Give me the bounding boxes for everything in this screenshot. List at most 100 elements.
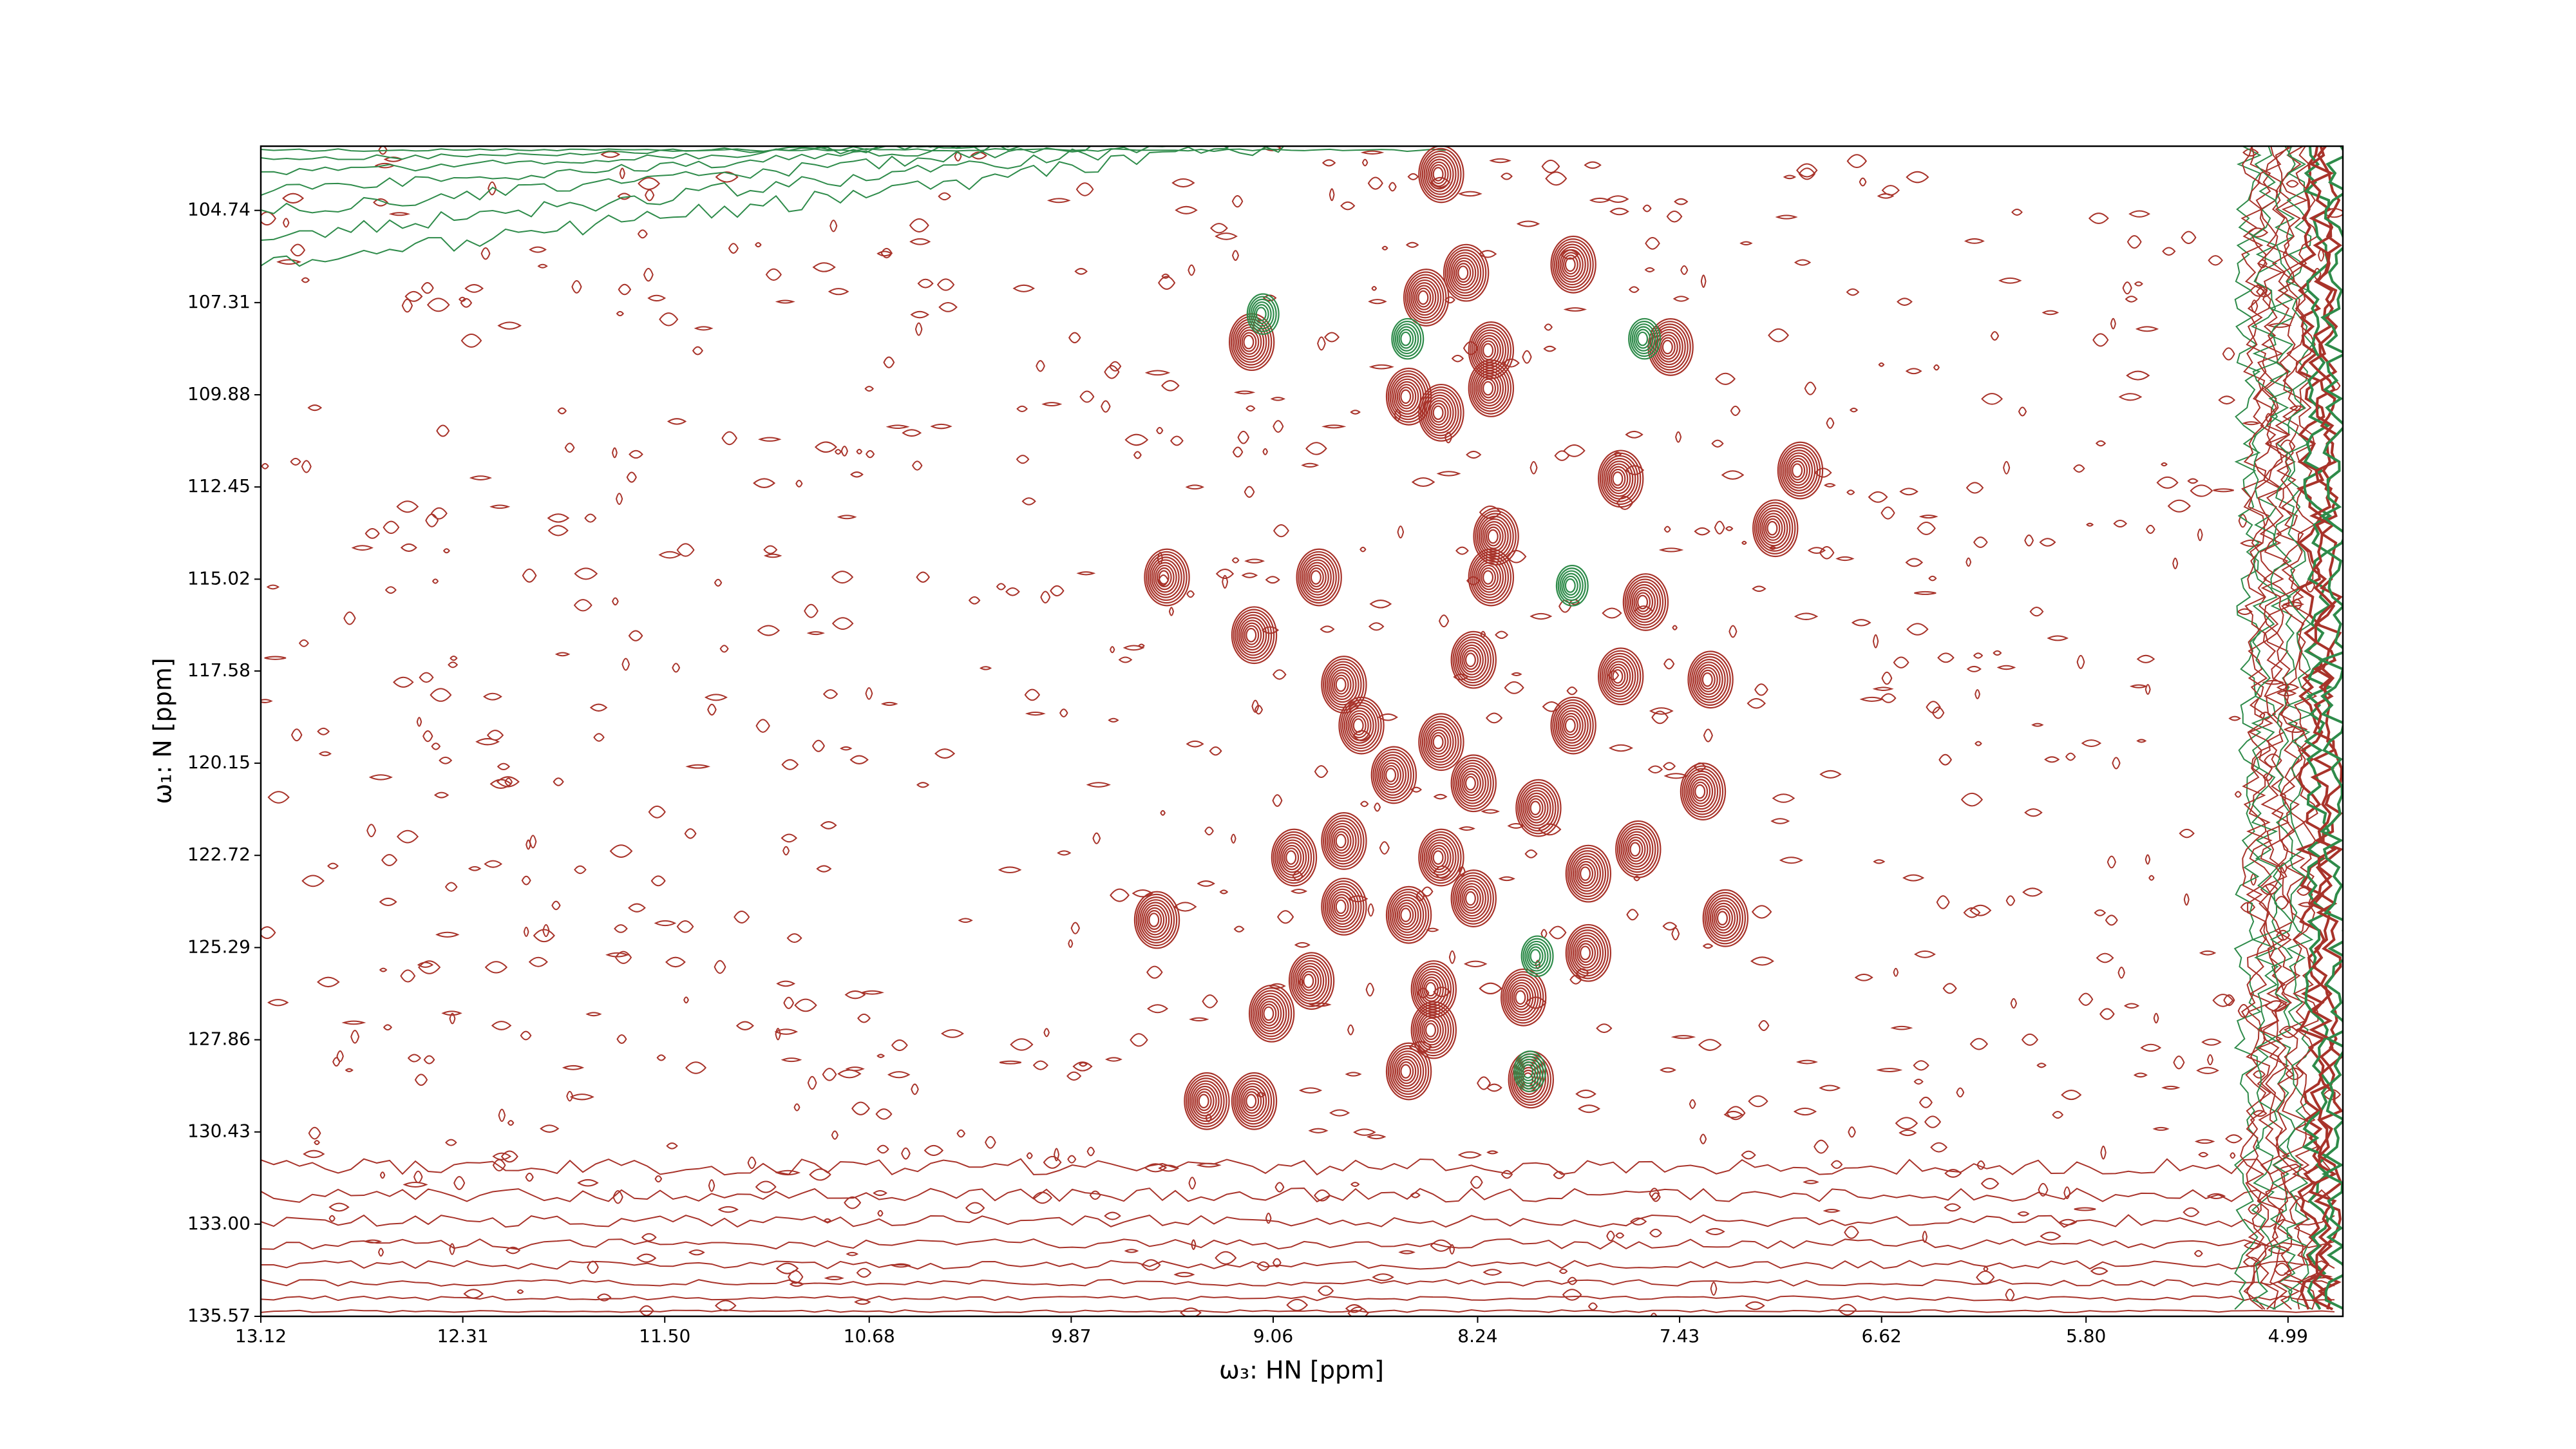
contour-level [1231,606,1278,665]
contour-level [1283,848,1300,868]
contour-level [1410,960,1457,1018]
top-ripple [261,148,1446,152]
contour-level [1248,296,1277,332]
contour-level [1419,1014,1444,1046]
baseline-ripple [261,1158,2335,1176]
peak [1133,891,1180,949]
contour-level [1519,1058,1539,1084]
contour-level [1526,795,1546,821]
y-tick-label: 107.31 [187,291,251,312]
contour-level [1372,748,1415,802]
contour-level [1323,658,1365,711]
peak [1418,828,1464,887]
contour-level [1396,384,1417,410]
contour-level [1416,968,1450,1010]
contour-level [1479,564,1499,591]
x-axis-label: ω₃: HN [ppm] [1219,1356,1384,1385]
contour-level [1429,729,1449,755]
contour-level [1656,332,1681,363]
contour-level [1137,896,1175,943]
contour-level [1432,405,1444,421]
contour-level [1515,1053,1544,1090]
contour-level [1393,321,1422,357]
peak [1385,886,1432,944]
contour-level [1398,905,1414,925]
contour-level [1702,889,1749,947]
contour-level [1618,826,1656,873]
baseline-ripple [261,1260,2335,1270]
contour-level [1248,984,1295,1043]
contour-level [1421,976,1442,1002]
contour-level [1432,167,1444,182]
contour-level [1454,875,1492,922]
contour-level [1520,787,1554,829]
y-tick-label: 120.15 [187,752,251,773]
contour-level [1423,1019,1439,1040]
contour-level [1139,899,1173,941]
contour-level [1142,904,1168,936]
contour-level [1647,318,1694,376]
contour-level [1690,656,1728,703]
contour-level [1550,696,1596,755]
peak [1565,844,1612,903]
contour-level [1680,762,1727,820]
peak [1418,383,1464,442]
contour-level [1559,249,1584,280]
contour-level [1626,578,1664,626]
contour-level [1622,831,1651,867]
contour-level [1299,968,1320,994]
contour-level [1292,957,1330,1005]
contour-level [1256,995,1285,1032]
contour-level [1394,381,1419,412]
contour-level [1517,782,1559,835]
peak [1246,293,1280,335]
y-tick-label: 125.29 [187,936,251,957]
contour-level [1555,705,1589,746]
contour-level [1149,556,1182,598]
contour-level [1569,850,1607,898]
contour-level [1629,842,1641,857]
contour-level [1561,573,1581,599]
contour-level [1398,386,1414,407]
contour-level [1246,293,1280,335]
contour-level [1561,252,1581,278]
peak [1450,869,1497,927]
peak [1144,548,1190,607]
contour-level [1310,570,1321,585]
contour-level [1452,872,1494,925]
contour-level [1421,834,1459,882]
contour-level [1580,866,1591,881]
y-tick-label: 109.88 [187,383,251,404]
contour-level [1765,518,1781,538]
contour-level [1393,896,1422,933]
contour-level [1450,869,1497,927]
contour-level [1473,507,1519,565]
contour-level [1571,853,1604,895]
contour-level [1345,707,1374,744]
peak [1520,935,1554,978]
contour-level [1454,260,1474,286]
contour-level [1564,718,1576,733]
contour-level [1430,848,1446,868]
contour-level [1393,1053,1422,1090]
contour-level [1135,893,1178,947]
contour-level [1482,343,1494,358]
contour-level [1528,946,1544,967]
contour-level [1468,359,1515,417]
contour-level [1717,911,1728,926]
contour-level [1597,450,1644,508]
contour-level [1509,981,1534,1013]
contour-level [1235,611,1273,659]
contour-level [1513,1050,1547,1092]
contour-level [1452,633,1494,687]
contour-level [1421,718,1459,766]
contour-level [1196,1091,1212,1112]
contour-level [1620,828,1654,871]
contour-level [1324,817,1362,865]
contour-level [1569,929,1607,977]
peak [1338,696,1385,755]
contour-level [1784,452,1814,489]
edge-ripple [2240,146,2267,1310]
contour-level [1552,699,1594,752]
contour-level [1766,520,1778,536]
